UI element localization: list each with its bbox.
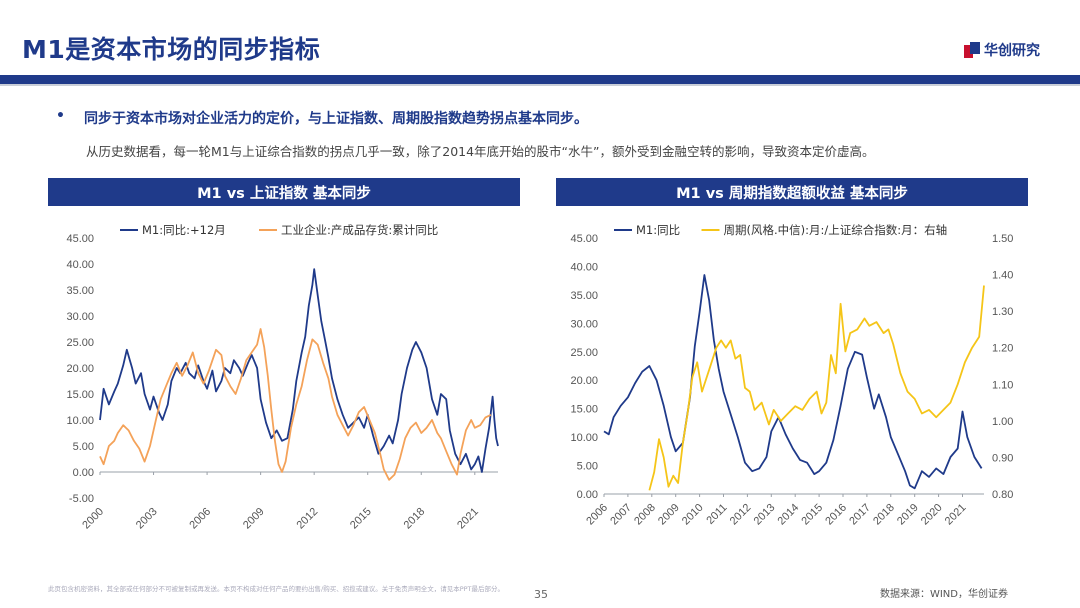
x-tick-label: 2008	[632, 502, 658, 528]
y2-tick-label: 0.90	[992, 452, 1013, 464]
x-tick-label: 2015	[799, 502, 825, 528]
x-tick-label: 2012	[294, 506, 320, 532]
chart2-title: M1 vs 周期指数超额收益 基本同步	[556, 178, 1028, 206]
chart1-m1-vs-inventory: -5.00 0.00 5.00 10.00 15.00 20.00 25.00 30.00 35…	[66, 223, 499, 532]
disclaimer: 此页包含机密资料，其全部或任何部分不可被复制或再发送。本页不构成对任何产品的要约…	[48, 585, 504, 593]
y2-tick-label: 1.30	[992, 306, 1013, 318]
bullet-text: 同步于资本市场对企业活力的定价，与上证指数、周期股指数趋势拐点基本同步。	[84, 111, 588, 127]
x-tick-label: 2009	[241, 506, 267, 532]
y-tick-label: 0.00	[73, 467, 94, 479]
legend-label-2: 周期(风格.中信):月:/上证综合指数:月：右轴	[724, 223, 948, 237]
x-tick-label: 2000	[80, 506, 106, 532]
x-tick-label: 2018	[402, 506, 428, 532]
y-tick-label: 15.00	[570, 404, 598, 416]
chart1-title: M1 vs 上证指数 基本同步	[48, 178, 520, 206]
x-tick-label: 2019	[895, 502, 921, 528]
x-tick-label: 2006	[584, 502, 610, 528]
bullet-marker: •	[56, 108, 65, 124]
y2-tick-label: 1.10	[992, 379, 1013, 391]
y-tick-label: 10.00	[570, 432, 598, 444]
series-line-1	[603, 274, 983, 490]
y2-tick-label: 1.20	[992, 343, 1013, 355]
x-tick-label: 2003	[134, 506, 160, 532]
y-tick-label: 30.00	[570, 318, 598, 330]
series-line-2	[99, 328, 492, 481]
data-source: 数据来源：WIND，华创证券	[879, 589, 1008, 600]
page-title: M1是资本市场的同步指标	[22, 35, 321, 64]
x-tick-label: 2006	[187, 506, 213, 532]
y-tick-label: 25.00	[570, 347, 598, 359]
header-rule	[0, 75, 1080, 84]
x-tick-label: 2011	[704, 502, 729, 527]
y-tick-label: -5.00	[69, 493, 94, 505]
y2-tick-label: 0.80	[992, 489, 1013, 501]
y-tick-label: 45.00	[66, 233, 94, 245]
legend-label-1: M1:同比:+12月	[142, 223, 226, 237]
y-tick-label: 35.00	[66, 285, 94, 297]
series-line-2	[648, 285, 985, 491]
y2-tick-label: 1.50	[992, 233, 1013, 245]
y-tick-label: 20.00	[570, 375, 598, 387]
x-tick-label: 2012	[728, 502, 754, 528]
legend-label-1: M1:同比	[636, 223, 680, 237]
x-tick-label: 2007	[608, 502, 634, 528]
brand-logo: 华创研究	[964, 40, 1040, 60]
y-tick-label: 0.00	[577, 489, 598, 501]
legend-label-2: 工业企业:产成品存货:累计同比	[281, 223, 438, 237]
x-tick-label: 2009	[656, 502, 682, 528]
brand-name: 华创研究	[984, 43, 1040, 59]
x-tick-label: 2017	[847, 502, 873, 528]
x-tick-label: 2018	[871, 502, 897, 528]
x-tick-label: 2015	[348, 506, 374, 532]
x-tick-label: 2020	[919, 502, 945, 528]
y-tick-label: 30.00	[66, 311, 94, 323]
y-tick-label: 15.00	[66, 389, 94, 401]
y-tick-label: 5.00	[577, 461, 598, 473]
page-number: 35	[534, 588, 548, 601]
x-tick-label: 2021	[455, 506, 481, 532]
y-tick-label: 10.00	[66, 415, 94, 427]
brand-mark-icon	[964, 42, 980, 58]
y-tick-label: 35.00	[570, 290, 598, 302]
y-tick-label: 40.00	[66, 259, 94, 271]
y-tick-label: 45.00	[570, 233, 598, 245]
y-tick-label: 5.00	[73, 441, 94, 453]
y-tick-label: 20.00	[66, 363, 94, 375]
header-rule-underline	[0, 84, 1080, 86]
supporting-text: 从历史数据看，每一轮M1与上证综合指数的拐点几乎一致，除了2014年底开始的股市…	[86, 144, 875, 159]
chart2-m1-vs-cyclical: 0.00 5.00 10.00 15.00 20.00 25.00 30.00 35.00 40…	[570, 223, 1013, 528]
x-tick-label: 2016	[823, 502, 849, 528]
x-tick-label: 2013	[752, 502, 778, 528]
x-tick-label: 2021	[943, 502, 969, 528]
y2-tick-label: 1.00	[992, 416, 1013, 428]
x-tick-label: 2014	[776, 502, 802, 528]
y2-tick-label: 1.40	[992, 270, 1013, 282]
series-line-1	[99, 268, 499, 473]
y-tick-label: 25.00	[66, 337, 94, 349]
x-tick-label: 2010	[680, 502, 706, 528]
y-tick-label: 40.00	[570, 261, 598, 273]
